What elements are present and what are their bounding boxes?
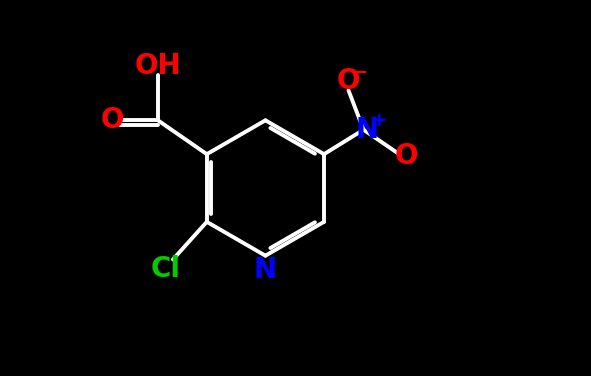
Text: +: + — [371, 111, 388, 130]
Text: N: N — [254, 256, 277, 284]
Text: O: O — [100, 106, 124, 134]
Text: N: N — [356, 116, 379, 144]
Text: Cl: Cl — [151, 255, 180, 283]
Text: O: O — [337, 67, 361, 95]
Text: O: O — [394, 142, 418, 170]
Text: OH: OH — [135, 52, 181, 80]
Text: −: − — [352, 63, 368, 82]
